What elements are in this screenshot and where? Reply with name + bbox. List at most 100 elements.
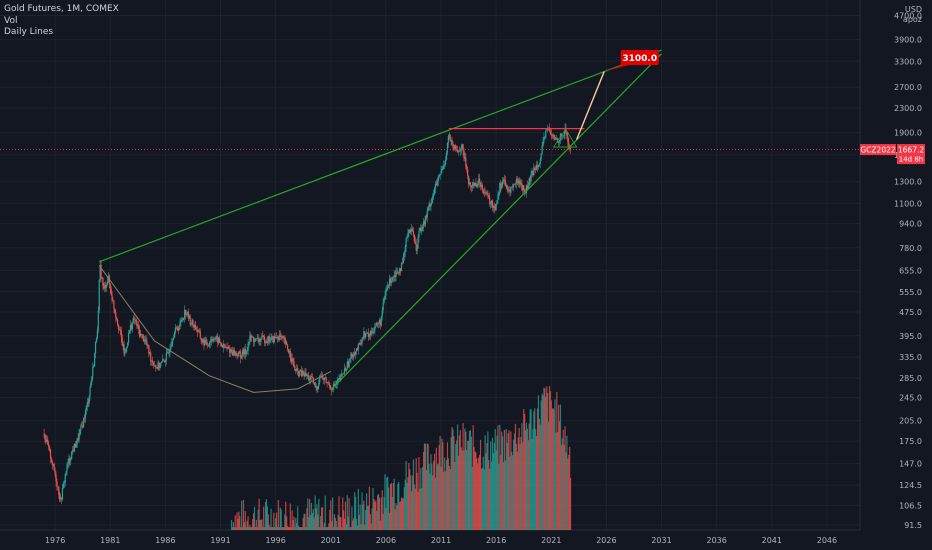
volume-bar <box>529 409 531 530</box>
volume-bar <box>486 443 488 530</box>
candle-body <box>413 234 415 242</box>
volume-bar <box>309 515 312 530</box>
volume-bar <box>536 408 539 530</box>
volume-bar <box>308 516 310 530</box>
volume-bar <box>236 512 238 530</box>
candle-body <box>501 181 504 186</box>
volume-bar <box>532 428 534 530</box>
candle-body <box>152 362 155 366</box>
candle-body <box>202 339 204 343</box>
candle-body <box>314 382 316 388</box>
candle-body <box>253 341 256 343</box>
candle-body <box>71 451 73 460</box>
candle-body <box>264 336 266 343</box>
candle-body <box>362 337 364 341</box>
volume-bar <box>562 429 564 530</box>
candle-body <box>458 150 461 152</box>
candle-body <box>146 342 148 346</box>
candle-body <box>299 369 302 372</box>
candle-body <box>128 333 130 343</box>
volume-bar <box>463 450 465 530</box>
daily-lines-indicator-label[interactable]: Daily Lines <box>4 27 54 37</box>
candle-body <box>46 439 48 442</box>
volume-bar <box>354 492 356 530</box>
candle-body <box>289 351 291 358</box>
candle-body <box>248 342 250 344</box>
candle-body <box>507 189 509 191</box>
symbol-tag-text: GCZ2022 <box>860 146 896 155</box>
volume-bar <box>257 509 259 530</box>
candle-body <box>543 137 545 142</box>
y-tick-label: 780.0 <box>899 244 922 253</box>
candle-body <box>61 487 64 500</box>
volume-bar <box>300 527 302 530</box>
y-tick-label: 555.0 <box>899 288 922 297</box>
candle-body <box>141 334 144 336</box>
candle-body <box>177 329 179 331</box>
volume-bar <box>333 514 336 530</box>
volume-bar <box>326 527 328 530</box>
symbol-title[interactable]: Gold Futures, 1M, COMEX <box>4 4 119 14</box>
volume-bar <box>284 514 286 530</box>
volume-bar <box>429 473 431 530</box>
candle-body <box>390 280 393 283</box>
y-tick-label: 655.0 <box>899 266 922 275</box>
candle-body <box>80 425 82 430</box>
volume-bar <box>495 450 497 530</box>
y-tick-label: 475.0 <box>899 308 922 317</box>
candle-body <box>83 417 85 428</box>
candle-body <box>377 323 380 324</box>
candle-body <box>60 497 63 500</box>
trend-drawings[interactable] <box>0 49 860 393</box>
scale-mode-label[interactable]: apoz <box>902 15 922 24</box>
volume-bar <box>246 520 248 530</box>
time-axis[interactable]: 1976 1981 1986 1991 1996 2001 2006 2011 2016 2021… <box>45 536 837 545</box>
volume-bar <box>232 522 234 530</box>
candle-body <box>240 353 242 359</box>
candle-body <box>469 182 472 186</box>
volume-bar <box>285 501 287 530</box>
y-tick-label: 1100.0 <box>894 199 922 208</box>
volume-bar <box>393 478 395 530</box>
volume-bar <box>354 496 357 530</box>
candle-body <box>232 349 234 356</box>
volume-bar <box>419 488 421 530</box>
volume-bar <box>528 423 530 530</box>
candle-body <box>276 337 279 339</box>
candle-body <box>311 376 313 378</box>
candle-body <box>491 200 494 208</box>
volume-bar <box>418 457 420 530</box>
candle-body <box>361 340 363 345</box>
candle-body <box>138 325 140 330</box>
candle-body <box>263 335 265 337</box>
candle-body <box>53 463 55 471</box>
volume-indicator-label[interactable]: Vol <box>4 15 18 26</box>
candle-body <box>351 353 353 357</box>
candle-body <box>265 341 268 343</box>
candle-body <box>381 309 383 317</box>
candle-body <box>540 153 542 160</box>
candle-body <box>237 356 239 357</box>
candle-body <box>122 344 124 346</box>
candle-body <box>370 330 372 336</box>
volume-bar <box>566 435 568 530</box>
currency-label[interactable]: USD <box>904 5 922 14</box>
volume-bar <box>296 522 298 530</box>
y-tick-label: 175.0 <box>899 437 922 446</box>
candle-body <box>81 425 83 427</box>
candle-body <box>254 338 257 342</box>
candle-body <box>568 142 570 146</box>
volume-bar <box>388 513 391 530</box>
volume-bar <box>488 459 490 530</box>
volume-bar <box>565 452 567 530</box>
volume-bar <box>569 477 572 530</box>
candle-body <box>255 338 257 340</box>
volume-bar <box>469 430 472 530</box>
candle-body <box>496 200 498 205</box>
candle-body <box>519 180 521 185</box>
candle-body <box>564 127 566 134</box>
volume-bar <box>420 467 422 530</box>
candle-body <box>90 381 92 388</box>
candle-body <box>451 140 453 145</box>
